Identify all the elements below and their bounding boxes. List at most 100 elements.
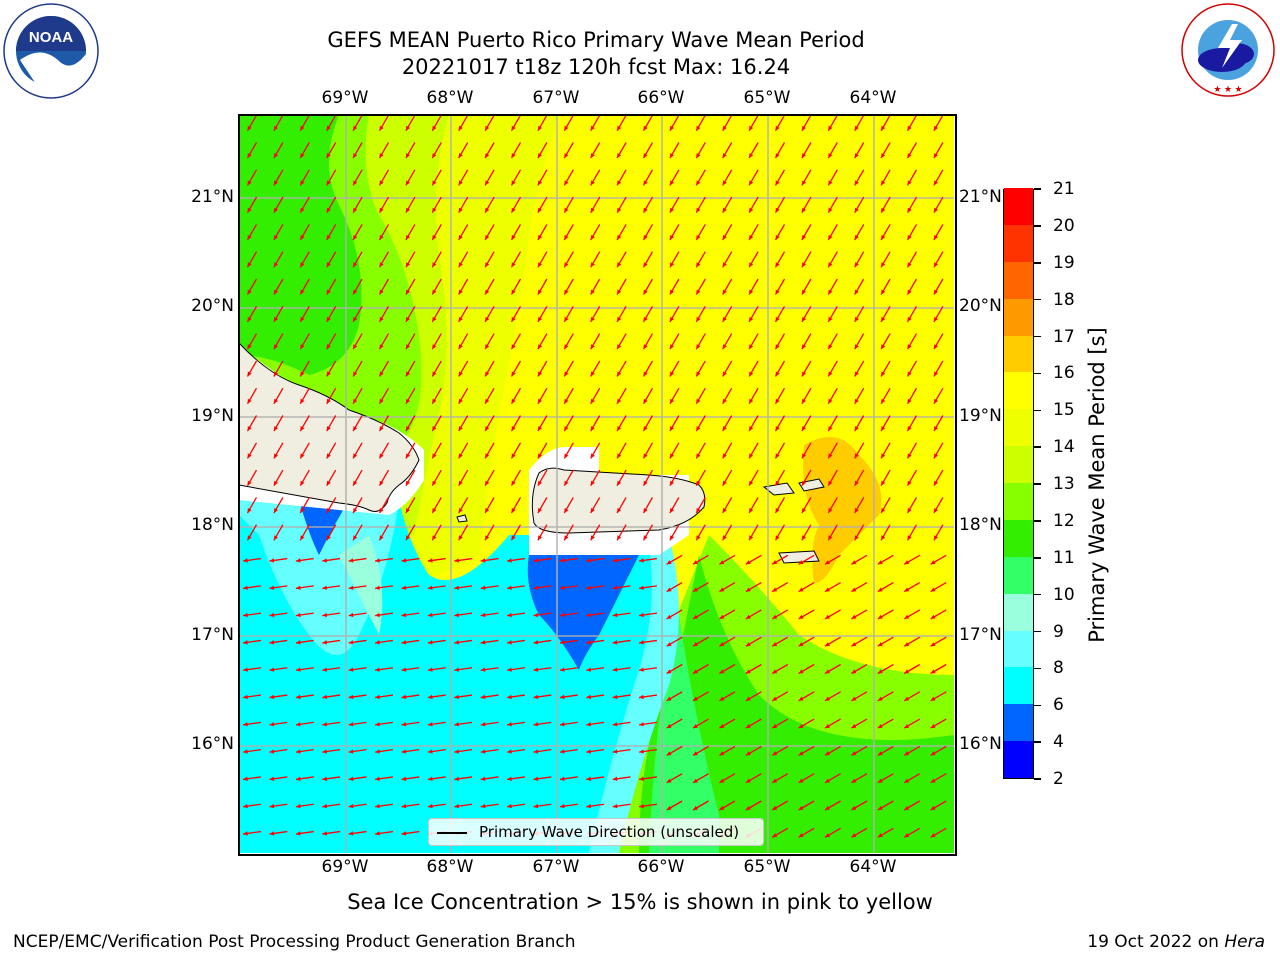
wave-arrow-head xyxy=(639,612,644,618)
wave-arrow-head xyxy=(590,344,595,350)
wave-arrow-head xyxy=(375,585,380,590)
wave-arrow-head xyxy=(775,344,780,350)
wave-arrow-head xyxy=(696,153,701,159)
wave-arrow-head xyxy=(907,426,912,432)
wave-arrow-head xyxy=(719,587,725,592)
wave-arrow-head xyxy=(537,535,543,541)
wave-arrow-head xyxy=(669,180,675,186)
wave-arrow-head xyxy=(881,453,886,459)
wave-arrow-head xyxy=(300,125,305,131)
wave-arrow-head xyxy=(828,125,833,131)
wave-arrow-head xyxy=(458,262,463,268)
wave-arrow-head xyxy=(696,316,701,322)
wave-arrow-head xyxy=(719,751,725,756)
wave-arrow-head xyxy=(375,612,380,618)
wave-arrow-head xyxy=(401,749,407,754)
wave-arrow-head xyxy=(851,805,857,810)
wave-arrow-head xyxy=(617,371,622,377)
wave-arrow-head xyxy=(881,535,886,541)
wave-arrow-head xyxy=(300,344,305,350)
wave-arrow-head xyxy=(933,262,939,268)
wave-arrow-head xyxy=(326,289,331,295)
wave-arrow-head xyxy=(458,426,463,432)
colorbar-segment xyxy=(1004,593,1033,631)
wave-arrow-head xyxy=(454,722,460,727)
wave-arrow-head xyxy=(507,776,512,781)
wave-arrow-head xyxy=(749,508,754,513)
wave-arrow-head xyxy=(507,749,512,754)
wave-arrow-head xyxy=(722,344,727,350)
wave-arrow-head xyxy=(590,316,595,322)
wave-arrow-head xyxy=(639,585,644,590)
wave-arrow-head xyxy=(353,371,358,377)
wave-arrow-head xyxy=(326,480,331,486)
wave-arrow-head xyxy=(639,722,644,727)
wave-arrow-head xyxy=(933,371,939,377)
wave-arrow-head xyxy=(485,508,490,513)
wave-arrow-head xyxy=(612,722,618,727)
wave-arrow-head xyxy=(590,480,595,486)
wave-arrow-head xyxy=(745,587,751,592)
lon-label-top: 66°W xyxy=(637,88,685,108)
wave-arrow-head xyxy=(825,696,830,701)
wave-arrow-head xyxy=(300,235,305,240)
wave-arrow-head xyxy=(666,560,672,565)
wave-arrow-head xyxy=(801,371,807,377)
wave-arrow-head xyxy=(247,371,252,377)
wave-arrow-head xyxy=(564,153,569,159)
wave-arrow-head xyxy=(427,803,433,809)
lat-label-left: 21°N xyxy=(191,187,234,207)
wave-arrow-head xyxy=(854,316,859,322)
wave-arrow-head xyxy=(405,262,411,268)
wave-arrow-head xyxy=(375,776,380,781)
wave-arrow-head xyxy=(643,235,648,240)
wave-arrow-head xyxy=(379,289,384,295)
wave-arrow-head xyxy=(511,480,516,486)
wave-arrow-head xyxy=(458,398,463,404)
wave-arrow-head xyxy=(427,640,433,645)
wave-arrow-head xyxy=(722,480,727,486)
wave-arrow-head xyxy=(590,125,595,131)
wave-arrow-head xyxy=(930,805,936,810)
wave-arrow-head xyxy=(877,614,883,619)
wave-arrow-head xyxy=(851,614,857,619)
wave-arrow-head xyxy=(537,426,543,432)
wave-arrow-head xyxy=(590,207,595,213)
colorbar-segment xyxy=(1004,445,1033,483)
wave-arrow-head xyxy=(326,153,331,159)
colorbar-tick-mark xyxy=(1034,188,1041,190)
wave-arrow-head xyxy=(933,480,939,486)
wave-arrow-head xyxy=(432,125,437,131)
wave-arrow-head xyxy=(379,180,384,186)
wave-arrow-head xyxy=(353,398,358,404)
wave-arrow-head xyxy=(666,805,672,810)
wave-arrow-head xyxy=(775,453,780,459)
wave-arrow-head xyxy=(749,153,754,159)
wave-arrow-head xyxy=(243,640,248,645)
wave-arrow-head xyxy=(379,480,384,486)
wave-arrow-head xyxy=(564,289,569,295)
wave-arrow-head xyxy=(537,398,543,404)
wave-arrow-head xyxy=(375,722,380,727)
wave-arrow-head xyxy=(693,696,698,701)
wave-arrow-head xyxy=(696,344,701,350)
wave-arrow-head xyxy=(427,667,433,672)
lon-label-bottom: 67°W xyxy=(532,857,580,877)
wave-arrow-head xyxy=(798,669,804,674)
wave-arrow-head xyxy=(801,289,807,295)
wave-arrow-head xyxy=(881,207,886,213)
wave-arrow-head xyxy=(326,262,331,268)
wave-arrow-head xyxy=(669,289,675,295)
wave-arrow-head xyxy=(933,289,939,295)
wave-arrow-head xyxy=(669,316,675,322)
wave-arrow-head xyxy=(749,235,754,240)
wave-arrow-head xyxy=(507,612,512,618)
wave-arrow-head xyxy=(295,776,301,781)
wave-arrow-head xyxy=(533,694,539,700)
wave-arrow-head xyxy=(511,153,516,159)
wave-arrow-head xyxy=(933,207,939,213)
wave-arrow-head xyxy=(485,125,490,131)
wave-arrow-head xyxy=(511,426,516,432)
wave-arrow-head xyxy=(586,694,592,700)
wave-arrow-head xyxy=(930,587,936,592)
